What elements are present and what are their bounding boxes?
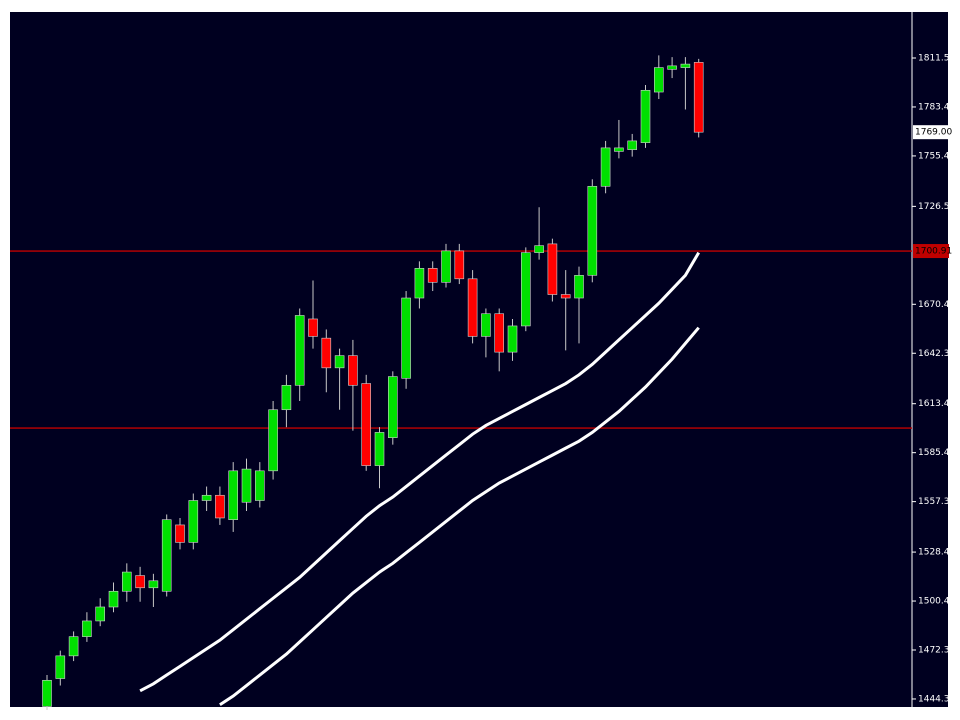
candle-body bbox=[68, 636, 79, 657]
candle-body bbox=[241, 468, 252, 503]
last-price-box bbox=[913, 125, 949, 140]
candle-body bbox=[454, 250, 465, 280]
candle-body bbox=[547, 243, 558, 295]
moving-average bbox=[219, 326, 700, 706]
candle-body bbox=[201, 494, 212, 501]
candle-body bbox=[55, 655, 66, 679]
chart-background bbox=[10, 12, 948, 707]
y-tick-label: 1585.40 bbox=[918, 448, 955, 458]
candle-body bbox=[574, 275, 584, 299]
candle-body bbox=[520, 252, 531, 327]
candle-body bbox=[281, 384, 292, 411]
candle-body bbox=[122, 571, 132, 592]
candle-body bbox=[334, 355, 345, 369]
candle-body bbox=[627, 140, 638, 150]
candle-body bbox=[321, 337, 332, 369]
candle-body bbox=[294, 315, 305, 386]
candle-body bbox=[387, 376, 398, 438]
candle-body bbox=[175, 524, 185, 543]
candle-body bbox=[95, 606, 105, 622]
y-tick-label: 1500.40 bbox=[918, 597, 955, 607]
candle-body bbox=[441, 250, 451, 283]
candle-body bbox=[401, 297, 411, 379]
candle-body bbox=[507, 325, 518, 353]
candle-body bbox=[82, 620, 92, 637]
y-tick-label: 1755.40 bbox=[918, 151, 955, 161]
candle-body bbox=[414, 268, 425, 299]
candle-body bbox=[268, 409, 278, 472]
y-tick-label: 1444.30 bbox=[918, 694, 955, 704]
y-tick-label: 1613.45 bbox=[918, 399, 955, 409]
candle-body bbox=[374, 432, 385, 466]
price-label: 1700.91 bbox=[915, 247, 952, 257]
y-tick-label: 1642.35 bbox=[918, 349, 955, 359]
candle-body bbox=[188, 500, 199, 543]
candle-body bbox=[481, 313, 491, 337]
candle-body bbox=[534, 245, 544, 253]
candle-body bbox=[348, 355, 358, 386]
candle-body bbox=[680, 63, 691, 68]
y-tick-label: 1783.45 bbox=[918, 102, 955, 112]
candle-body bbox=[640, 89, 651, 143]
candle-body bbox=[560, 294, 571, 299]
price-label-box bbox=[913, 244, 949, 259]
candle-body bbox=[108, 590, 119, 608]
candle-body bbox=[667, 65, 677, 70]
y-tick-label: 1811.50 bbox=[918, 53, 955, 63]
y-tick-label: 1670.40 bbox=[918, 300, 955, 310]
candle-body bbox=[614, 147, 624, 152]
candle-body bbox=[42, 679, 52, 707]
y-tick-label: 1472.35 bbox=[918, 646, 955, 656]
candle-body bbox=[693, 62, 704, 133]
candle-body bbox=[255, 470, 265, 501]
y-tick-label: 1528.45 bbox=[918, 548, 955, 558]
candle-body bbox=[653, 67, 664, 93]
candle-body bbox=[161, 519, 172, 592]
candle-body bbox=[135, 575, 145, 589]
candle-body bbox=[228, 470, 238, 520]
candle-body bbox=[467, 278, 478, 337]
last-price-label: 1769.00 bbox=[915, 128, 952, 138]
candle-body bbox=[427, 268, 438, 283]
y-tick-label: 1557.35 bbox=[918, 497, 955, 507]
candle-body bbox=[600, 147, 611, 187]
candle-body bbox=[587, 185, 598, 276]
candle-body bbox=[361, 383, 372, 466]
candle-body bbox=[215, 494, 225, 519]
y-tick-label: 1726.50 bbox=[918, 202, 955, 212]
candle-body bbox=[308, 318, 318, 337]
candle-body bbox=[148, 580, 159, 589]
moving-average bbox=[139, 251, 700, 693]
candle-body bbox=[494, 313, 505, 353]
